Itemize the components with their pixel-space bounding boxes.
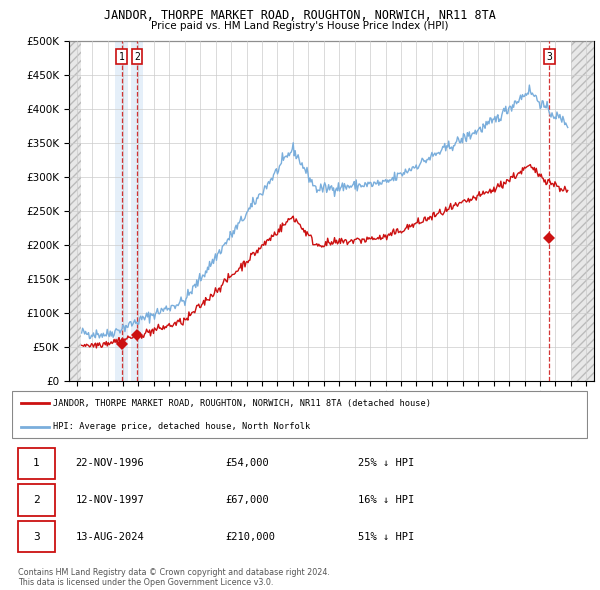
Text: JANDOR, THORPE MARKET ROAD, ROUGHTON, NORWICH, NR11 8TA (detached house): JANDOR, THORPE MARKET ROAD, ROUGHTON, NO… — [53, 399, 431, 408]
Text: 12-NOV-1997: 12-NOV-1997 — [76, 495, 144, 505]
Text: £54,000: £54,000 — [225, 458, 269, 468]
Text: 16% ↓ HPI: 16% ↓ HPI — [358, 495, 414, 505]
Text: This data is licensed under the Open Government Licence v3.0.: This data is licensed under the Open Gov… — [18, 578, 274, 587]
Text: 1: 1 — [119, 51, 124, 61]
Text: 13-AUG-2024: 13-AUG-2024 — [76, 532, 144, 542]
FancyBboxPatch shape — [18, 522, 55, 552]
Bar — [131, 41, 143, 381]
Text: 1: 1 — [33, 458, 40, 468]
Text: Price paid vs. HM Land Registry's House Price Index (HPI): Price paid vs. HM Land Registry's House … — [151, 21, 449, 31]
Text: Contains HM Land Registry data © Crown copyright and database right 2024.: Contains HM Land Registry data © Crown c… — [18, 568, 330, 576]
FancyBboxPatch shape — [18, 448, 55, 478]
Text: 22-NOV-1996: 22-NOV-1996 — [76, 458, 144, 468]
Text: 2: 2 — [33, 495, 40, 505]
Text: JANDOR, THORPE MARKET ROAD, ROUGHTON, NORWICH, NR11 8TA: JANDOR, THORPE MARKET ROAD, ROUGHTON, NO… — [104, 9, 496, 22]
FancyBboxPatch shape — [18, 484, 55, 516]
Bar — [115, 41, 128, 381]
Text: £210,000: £210,000 — [225, 532, 275, 542]
Text: 3: 3 — [546, 51, 552, 61]
Text: HPI: Average price, detached house, North Norfolk: HPI: Average price, detached house, Nort… — [53, 422, 311, 431]
FancyBboxPatch shape — [12, 391, 587, 438]
Text: 25% ↓ HPI: 25% ↓ HPI — [358, 458, 414, 468]
Text: £67,000: £67,000 — [225, 495, 269, 505]
Text: 3: 3 — [33, 532, 40, 542]
Text: 51% ↓ HPI: 51% ↓ HPI — [358, 532, 414, 542]
Text: 2: 2 — [134, 51, 140, 61]
